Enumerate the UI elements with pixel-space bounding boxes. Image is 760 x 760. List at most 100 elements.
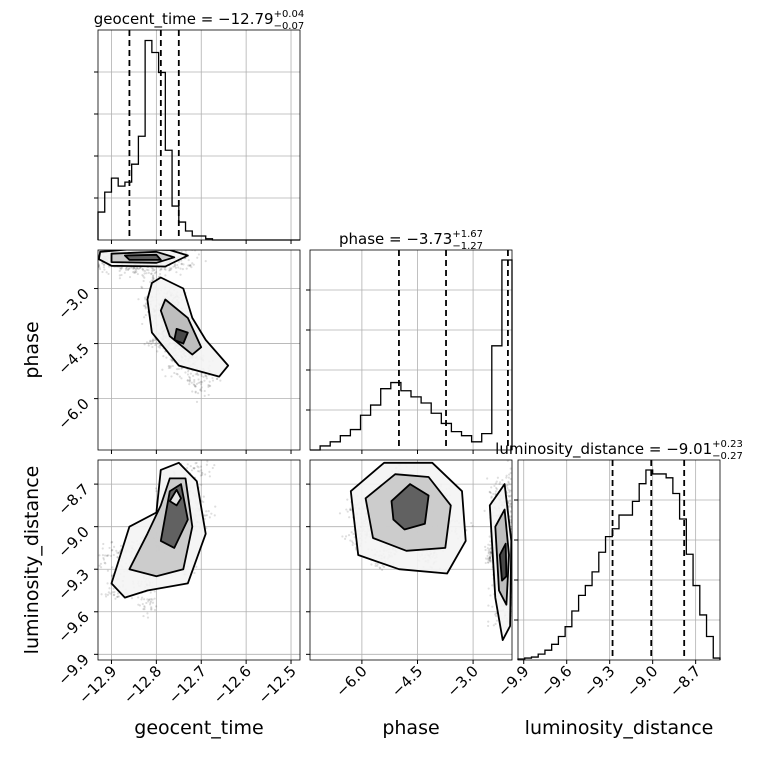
sample-point — [119, 242, 121, 244]
panel-frame — [309, 459, 513, 661]
sample-point — [103, 248, 105, 250]
sample-point — [173, 371, 176, 375]
sample-point — [156, 350, 159, 353]
sample-point — [116, 556, 119, 559]
sample-point — [113, 590, 116, 594]
sample-point — [194, 390, 197, 393]
sample-point — [498, 482, 501, 486]
sample-point — [188, 382, 191, 386]
sample-point — [184, 371, 187, 374]
x-tick-label: −9.3 — [580, 662, 618, 700]
sample-point — [142, 275, 145, 278]
sample-point — [514, 581, 516, 583]
sample-point — [122, 246, 124, 248]
sample-point — [93, 259, 95, 261]
sample-point — [199, 474, 203, 477]
sample-point — [151, 341, 155, 344]
sample-point — [491, 605, 494, 608]
sample-point — [147, 342, 150, 345]
sample-point — [117, 551, 121, 554]
sample-point — [487, 620, 490, 623]
y-axis-label-luminosity_distance: luminosity_distance — [21, 466, 43, 655]
sample-point — [487, 556, 490, 560]
sample-point — [200, 469, 203, 472]
sample-point — [494, 613, 497, 616]
sample-point — [103, 263, 106, 267]
sample-point — [126, 245, 128, 247]
sample-point — [108, 546, 111, 550]
sample-point — [513, 575, 515, 577]
sample-point — [215, 377, 219, 381]
sample-point — [146, 598, 149, 601]
sample-point — [94, 560, 96, 562]
sample-point — [489, 551, 493, 554]
sample-point — [154, 343, 157, 347]
sample-point — [153, 597, 156, 600]
sample-point — [488, 559, 492, 563]
sample-point — [174, 266, 178, 269]
sample-point — [88, 253, 90, 255]
sample-point — [116, 592, 120, 595]
sample-point — [131, 247, 133, 249]
sample-point — [202, 375, 205, 378]
sample-point — [374, 564, 377, 567]
sample-point — [168, 365, 171, 368]
sample-point — [378, 566, 381, 569]
sample-point — [191, 262, 194, 265]
sample-point — [488, 555, 492, 559]
sample-point — [197, 466, 200, 469]
sample-point — [84, 255, 86, 257]
sample-point — [136, 266, 139, 269]
sample-point — [141, 602, 144, 606]
sample-point — [187, 264, 190, 267]
sample-point — [524, 497, 526, 499]
sample-point — [204, 375, 207, 378]
sample-point — [495, 612, 498, 615]
sample-point — [515, 531, 517, 533]
sample-point — [521, 496, 523, 498]
x-axis-label-luminosity_distance: luminosity_distance — [525, 717, 714, 739]
sample-point — [187, 370, 190, 373]
sample-point — [510, 489, 512, 492]
sample-point — [151, 345, 154, 349]
sample-point — [143, 606, 146, 609]
sample-point — [142, 608, 145, 611]
sample-point — [111, 247, 113, 249]
sample-point — [195, 382, 198, 386]
sample-point — [486, 477, 489, 480]
sample-point — [521, 607, 523, 609]
sample-point — [486, 547, 489, 550]
sample-point — [148, 241, 150, 243]
sample-point — [164, 246, 166, 248]
sample-point — [188, 376, 192, 380]
sample-point — [146, 612, 149, 615]
sample-point — [505, 474, 508, 477]
sample-point — [193, 380, 196, 383]
sample-point — [95, 255, 97, 257]
sample-point — [175, 368, 179, 371]
sample-point — [101, 547, 104, 550]
sample-point — [144, 298, 147, 301]
sample-point — [100, 593, 103, 596]
title-text: geocent_time = −12.79 — [94, 10, 274, 29]
sample-point — [495, 486, 498, 490]
sample-point — [118, 269, 121, 273]
sample-point — [177, 260, 180, 263]
sample-point — [95, 261, 97, 263]
sample-point — [488, 557, 491, 560]
sample-point — [85, 257, 87, 259]
sample-point — [169, 358, 172, 361]
sample-point — [509, 500, 512, 503]
sample-point — [137, 248, 139, 250]
sample-point — [492, 624, 495, 627]
sample-point — [177, 367, 181, 371]
sample-point — [105, 554, 109, 557]
sample-point — [203, 517, 206, 520]
sample-point — [509, 471, 512, 475]
sample-point — [205, 375, 208, 378]
hist-panel-geocent_time: geocent_time = −12.79+0.04 −0.07 — [94, 9, 304, 241]
sample-point — [488, 553, 492, 556]
sample-point — [185, 267, 188, 270]
sample-point — [496, 476, 499, 479]
sample-point — [486, 561, 490, 564]
